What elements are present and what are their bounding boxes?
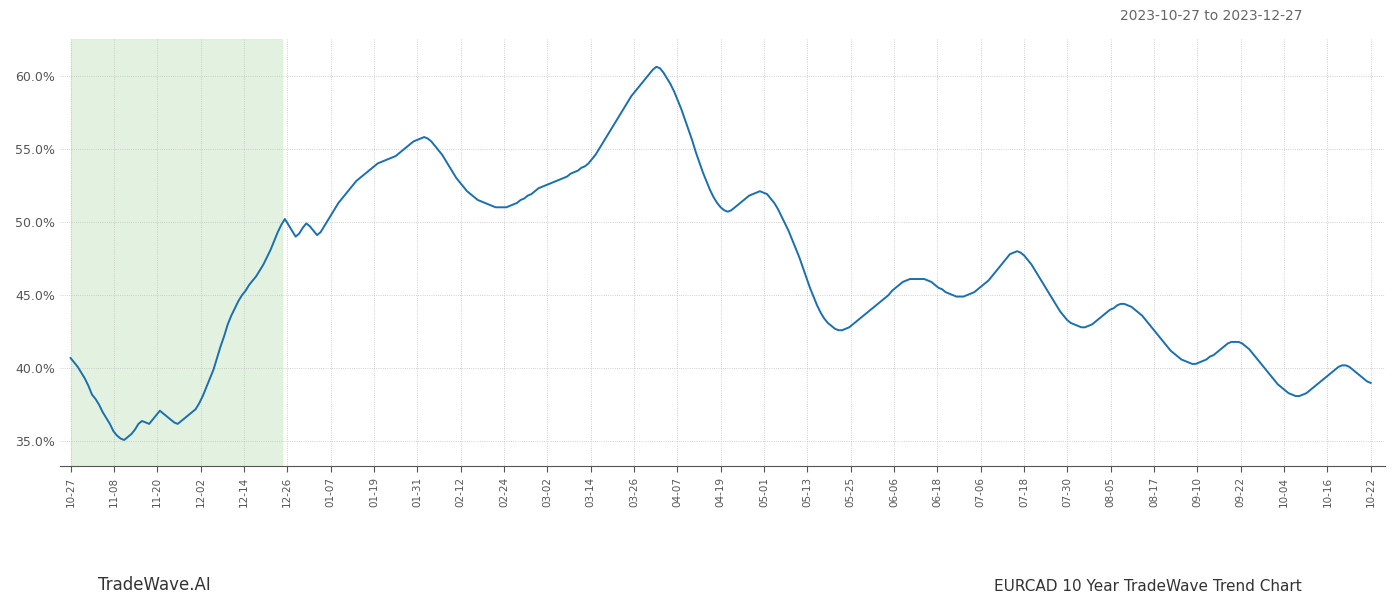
Text: TradeWave.AI: TradeWave.AI	[98, 576, 211, 594]
Bar	[70, 39, 283, 466]
Text: 2023-10-27 to 2023-12-27: 2023-10-27 to 2023-12-27	[1120, 9, 1302, 23]
Text: EURCAD 10 Year TradeWave Trend Chart: EURCAD 10 Year TradeWave Trend Chart	[994, 579, 1302, 594]
